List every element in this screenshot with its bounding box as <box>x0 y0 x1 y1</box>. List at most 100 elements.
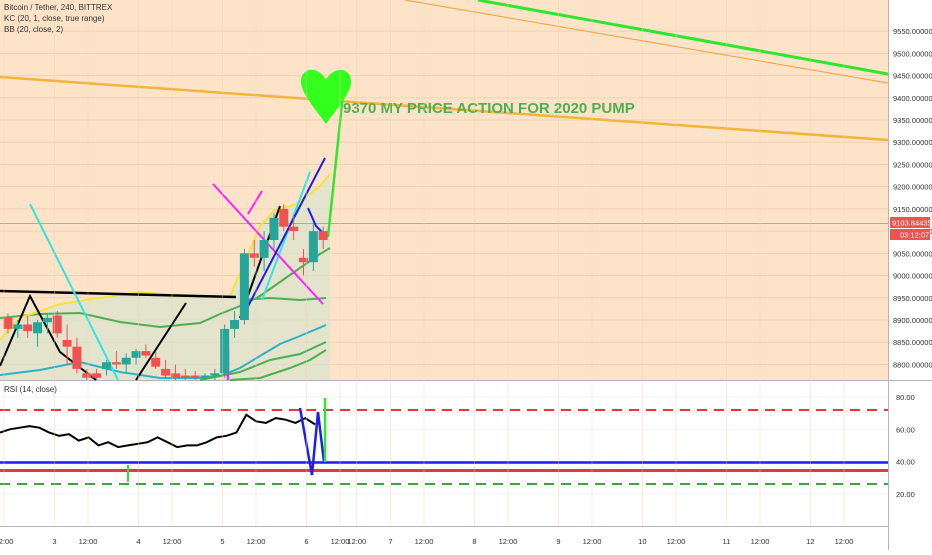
time-tick-label: 7 <box>388 537 392 546</box>
black-horizontal-line[interactable] <box>0 289 237 299</box>
candle-body <box>151 357 161 367</box>
candle-body <box>230 320 240 329</box>
candle-body <box>161 368 171 376</box>
price-tick-label: 9300.00000 <box>893 138 932 147</box>
kc-middle-line[interactable] <box>0 247 331 329</box>
price-axis[interactable]: 9550.00000 9500.00000 9450.00000 9400.00000… <box>893 27 932 369</box>
candle-body <box>3 317 13 329</box>
candle-body <box>92 373 102 378</box>
rsi-axis[interactable]: 80.00 60.00 40.00 20.00 <box>896 393 915 499</box>
candle-body <box>82 373 92 378</box>
cyan-line-left[interactable] <box>29 203 119 381</box>
candle-body <box>289 226 299 232</box>
candle-body <box>121 357 131 365</box>
time-tick-label: 12:00 <box>163 537 182 546</box>
time-tick-label: 12:00 <box>0 537 13 546</box>
price-tick-label: 9550.00000 <box>893 27 932 36</box>
candle-body <box>23 324 33 332</box>
magenta-cross-line-b[interactable] <box>247 190 263 215</box>
countdown-badge <box>890 229 930 240</box>
cyan-line-right[interactable] <box>261 171 311 301</box>
time-tick-label: 8 <box>472 537 476 546</box>
rsi-pane-background <box>0 381 888 526</box>
candle-body <box>210 373 220 376</box>
candle-body <box>200 375 210 378</box>
time-axis-background <box>0 526 932 550</box>
rsi-tick-label: 80.00 <box>896 393 915 402</box>
heart-shape[interactable] <box>300 69 352 124</box>
price-tick-label: 9000.00000 <box>893 272 932 281</box>
time-tick-label: 3 <box>52 537 56 546</box>
candle-body <box>308 231 318 263</box>
time-tick-label: 12:00 <box>667 537 686 546</box>
price-tick-label: 9400.00000 <box>893 94 932 103</box>
green-trendline[interactable] <box>477 0 889 76</box>
price-legend: Bitcoin / Tether, 240, BITTREX KC (20, 1… <box>4 2 112 35</box>
price-tick-label: 9050.00000 <box>893 249 932 258</box>
annotation-text[interactable]: 9370 MY PRICE ACTION FOR 2020 PUMP <box>343 100 635 117</box>
current-price-label: 9103.84435 <box>892 219 932 228</box>
candle-body <box>72 346 82 369</box>
time-tick-label: 5 <box>220 537 224 546</box>
green-projection-line[interactable] <box>326 93 345 238</box>
rsi-tick-label: 20.00 <box>896 490 915 499</box>
rsi-tick-label: 40.00 <box>896 458 915 467</box>
time-tick-label: 6 <box>304 537 308 546</box>
rsi-blue-zigzag[interactable] <box>298 407 326 476</box>
candle-body <box>111 362 121 365</box>
kc-legend[interactable]: KC (20, 1, close, true range) <box>4 14 105 23</box>
bb-mid-upper-line[interactable] <box>239 296 327 302</box>
bb-legend[interactable]: BB (20, close, 2) <box>4 25 64 34</box>
black-rising-line[interactable] <box>135 302 187 381</box>
price-tick-label: 8850.00000 <box>893 338 932 347</box>
time-tick-label: 11 <box>723 537 731 546</box>
candle-body <box>52 315 62 334</box>
candle-body <box>269 217 279 240</box>
candle-body <box>13 324 23 329</box>
candle-body <box>102 362 111 369</box>
price-tick-label: 9500.00000 <box>893 49 932 58</box>
orange-trendline[interactable] <box>0 75 889 142</box>
bb-lower-line[interactable] <box>229 349 327 381</box>
price-tick-label: 9150.00000 <box>893 205 932 214</box>
candle-body <box>239 253 249 320</box>
price-tick-label: 9200.00000 <box>893 183 932 192</box>
rsi-tick-label: 60.00 <box>896 425 915 434</box>
rsi-legend[interactable]: RSI (14, close) <box>4 385 57 394</box>
kc-bottom-line[interactable] <box>199 341 327 381</box>
bollinger-band-fill <box>0 174 330 380</box>
time-tick-label: 12:00 <box>415 537 434 546</box>
price-axis-background <box>888 0 932 550</box>
symbol-legend[interactable]: Bitcoin / Tether, 240, BITTREX <box>4 3 113 12</box>
time-tick-label: 12:00 <box>499 537 518 546</box>
candle-body <box>62 340 72 347</box>
time-tick-label: 10 <box>638 537 646 546</box>
price-tick-label: 9350.00000 <box>893 116 932 125</box>
price-tick-label: 8800.00000 <box>893 360 932 369</box>
price-tick-label: 8950.00000 <box>893 294 932 303</box>
time-tick-label: 12:00 <box>751 537 770 546</box>
candles[interactable] <box>3 204 328 380</box>
candle-body <box>42 317 52 323</box>
time-tick-label: 12:00 <box>835 537 854 546</box>
time-tick-label: 12:00 <box>247 537 266 546</box>
candle-body <box>249 253 259 258</box>
price-tick-label: 8900.00000 <box>893 316 932 325</box>
rsi-line[interactable] <box>0 413 316 449</box>
price-tick-label: 9250.00000 <box>893 160 932 169</box>
time-tick-label: 12 <box>806 537 814 546</box>
candle-body <box>180 375 190 378</box>
candle-body <box>220 328 230 374</box>
current-price-badge <box>890 217 930 228</box>
rsi-legend-container: RSI (14, close) <box>4 384 57 395</box>
blue-zigzag-line[interactable] <box>242 157 326 317</box>
time-tick-label: 12:00 <box>79 537 98 546</box>
time-axis[interactable]: 12:00 3 12:00 4 12:00 5 12:00 6 12:00 12:00 7 12:00… <box>0 0 853 546</box>
time-tick-label: 9 <box>556 537 560 546</box>
orange-thin-trendline[interactable] <box>404 0 889 84</box>
countdown-label: 03:12:07 <box>900 231 929 240</box>
time-tick-label: 4 <box>136 537 140 546</box>
candle-body <box>318 231 328 240</box>
